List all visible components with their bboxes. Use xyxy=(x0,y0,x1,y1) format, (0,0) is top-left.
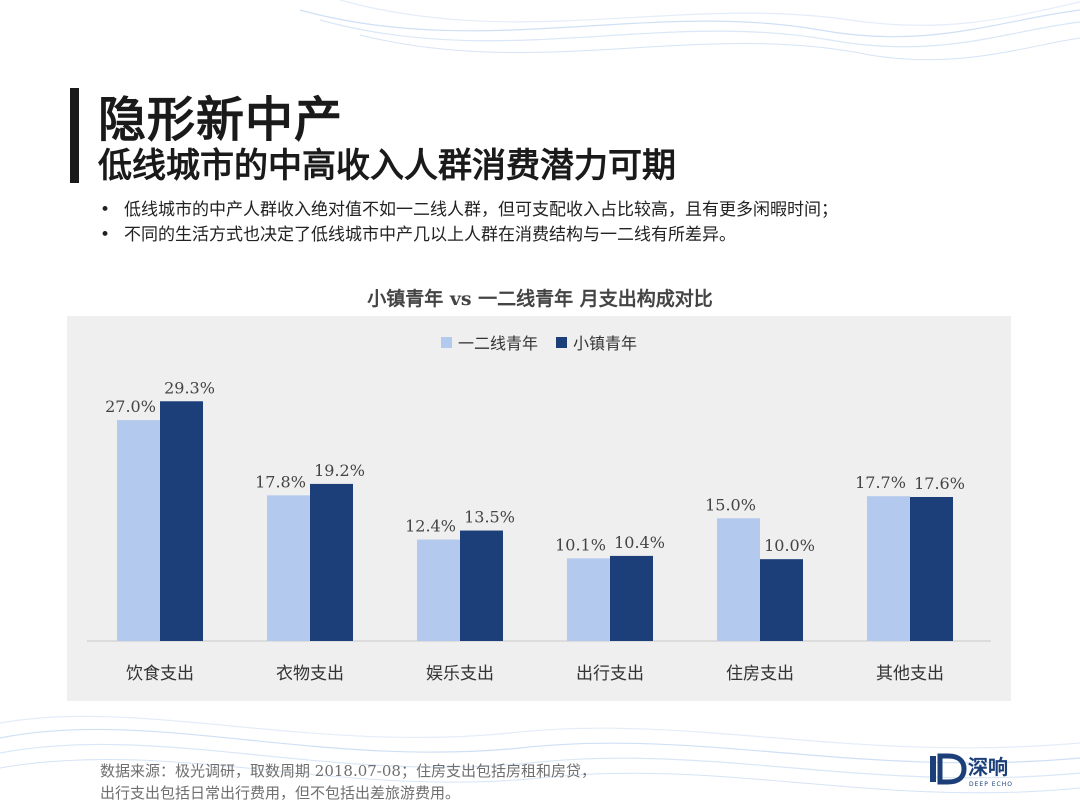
legend-item-series-2: 小镇青年 xyxy=(556,330,637,354)
bullet-list: • 低线城市的中产人群收入绝对值不如一二线人群，但可支配收入占比较高，且有更多闲… xyxy=(100,198,838,248)
logo-text: 深响 xyxy=(968,755,1008,779)
data-source-note: 数据来源：极光调研，取数周期 2018.07-08；住房支出包括房租和房贷， 出… xyxy=(100,760,596,804)
bullet-item: • 不同的生活方式也决定了低线城市中产几以上人群在消费结构与一二线有所差异。 xyxy=(100,223,838,248)
bullet-item: • 低线城市的中产人群收入绝对值不如一二线人群，但可支配收入占比较高，且有更多闲… xyxy=(100,198,838,223)
decorative-wave-top xyxy=(299,0,1080,61)
x-tick-label: 饮食支出 xyxy=(126,664,194,684)
bar-series-2 xyxy=(310,483,353,641)
logo-subtext: DEEP ECHO xyxy=(969,781,1013,788)
data-label: 12.4% xyxy=(405,517,456,536)
bar-series-1 xyxy=(267,495,310,641)
data-label: 17.7% xyxy=(855,473,906,492)
legend-label-series-2: 小镇青年 xyxy=(573,334,638,353)
source-line-1: 数据来源：极光调研，取数周期 2018.07-08；住房支出包括房租和房贷， xyxy=(100,762,596,780)
bar-series-2 xyxy=(160,401,203,641)
data-label: 27.0% xyxy=(105,397,156,416)
bullet-dot: • xyxy=(100,200,111,220)
x-tick-label: 衣物支出 xyxy=(276,664,344,684)
legend-label-series-1: 一二线青年 xyxy=(457,334,538,353)
bar-series-2 xyxy=(910,497,953,641)
bar-series-1 xyxy=(117,420,160,641)
legend-swatch-series-1 xyxy=(440,336,452,348)
page-title: 隐形新中产 xyxy=(98,92,344,148)
page-subtitle: 低线城市的中高收入人群消费潜力可期 xyxy=(98,146,676,186)
bullet-dot: • xyxy=(100,225,111,245)
bar-series-1 xyxy=(567,558,610,641)
data-label: 17.8% xyxy=(255,472,306,491)
data-label: 10.4% xyxy=(614,533,665,552)
x-tick-label: 出行支出 xyxy=(576,664,644,684)
bar-series-2 xyxy=(760,559,803,641)
bullet-text: 低线城市的中产人群收入绝对值不如一二线人群，但可支配收入占比较高，且有更多闲暇时… xyxy=(124,200,838,220)
title-accent-bar xyxy=(70,88,79,183)
data-label: 10.1% xyxy=(555,535,606,554)
data-label: 29.3% xyxy=(164,378,215,397)
x-tick-label: 娱乐支出 xyxy=(426,664,494,684)
brand-logo: 深响 DEEP ECHO xyxy=(928,750,1018,790)
data-label: 13.5% xyxy=(464,508,515,527)
bar-series-1 xyxy=(417,539,460,641)
bar-chart-plot: 27.0% 29.3% 饮食支出 17.8% 19.2% 衣物支出 12.4% 13.5% 娱乐… xyxy=(87,378,991,684)
legend-swatch-series-2 xyxy=(556,336,567,348)
data-label: 17.6% xyxy=(914,474,965,493)
logo-mark-icon: 深响 DEEP ECHO xyxy=(930,753,1013,788)
x-tick-label: 住房支出 xyxy=(726,664,794,684)
data-label: 10.0% xyxy=(764,536,815,555)
data-label: 19.2% xyxy=(314,461,365,480)
bar-series-1 xyxy=(717,518,760,641)
bar-series-1 xyxy=(867,496,910,641)
chart-title: 小镇青年 vs 一二线青年 月支出构成对比 xyxy=(367,288,713,310)
bullet-text: 不同的生活方式也决定了低线城市中产几以上人群在消费结构与一二线有所差异。 xyxy=(124,225,736,245)
data-label: 15.0% xyxy=(705,495,756,514)
chart-legend: 一二线青年 小镇青年 xyxy=(67,330,1011,354)
chart-area: 一二线青年 小镇青年 27.0% 29.3% 饮食支出 17.8% 19.2% 衣物支出 1… xyxy=(67,316,1011,701)
bar-series-2 xyxy=(460,530,503,641)
x-tick-label: 其他支出 xyxy=(876,664,944,684)
legend-item-series-1: 一二线青年 xyxy=(440,330,538,354)
source-line-2: 出行支出包括日常出行费用，但不包括出差旅游费用。 xyxy=(100,784,461,802)
bar-series-2 xyxy=(610,555,653,641)
